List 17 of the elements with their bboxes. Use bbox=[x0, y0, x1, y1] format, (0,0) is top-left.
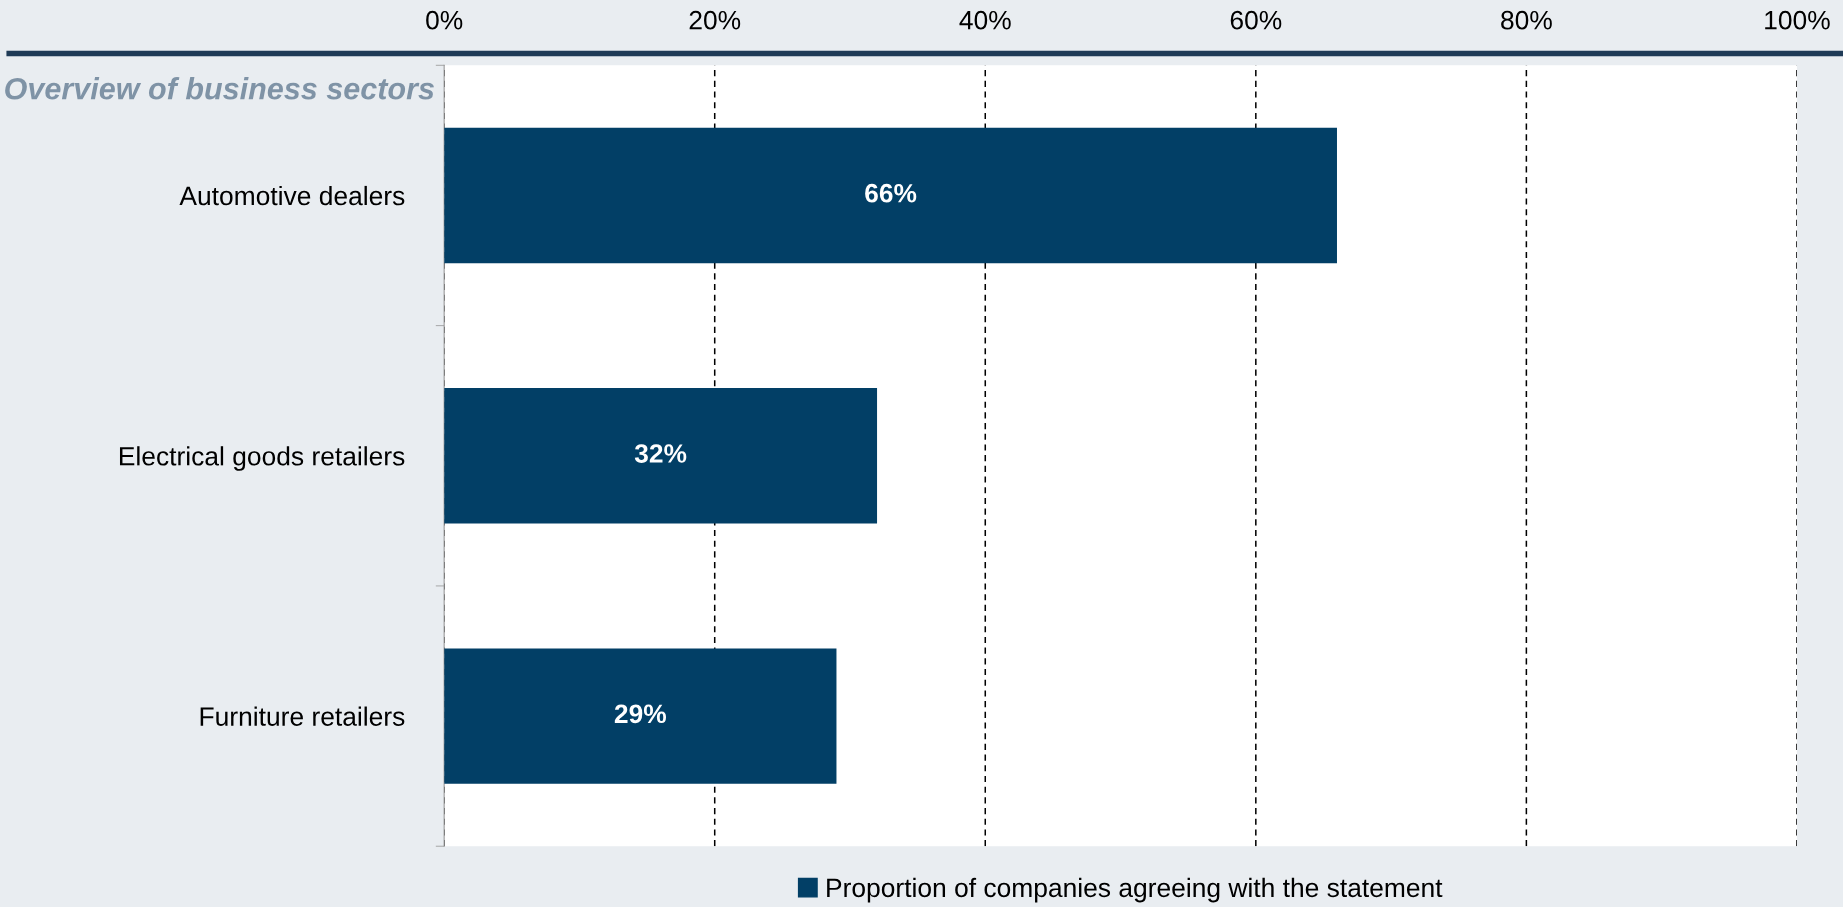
y-tick-label: Automotive dealers bbox=[179, 185, 405, 206]
legend-label: Proportion of companies agreeing with the statement bbox=[827, 877, 1443, 903]
bar bbox=[444, 388, 878, 524]
text: 32% bbox=[634, 444, 687, 463]
chart-title: Overview of business sectors bbox=[5, 77, 434, 100]
x-tick-label: 40% bbox=[959, 10, 1011, 30]
text: 29% bbox=[614, 704, 667, 724]
x-tick-label: 100% bbox=[1765, 10, 1830, 30]
bar bbox=[444, 648, 837, 784]
text: 66% bbox=[865, 183, 917, 203]
y-tick-label: Furniture retailers bbox=[200, 706, 405, 726]
x-tick-label: 0% bbox=[426, 10, 463, 30]
y-tick-label: Electrical goods retailers bbox=[119, 446, 405, 471]
x-tick-label: 60% bbox=[1230, 10, 1282, 30]
x-tick-label: 20% bbox=[689, 10, 741, 30]
bar bbox=[444, 127, 1337, 264]
x-tick-label: 80% bbox=[1501, 10, 1552, 30]
